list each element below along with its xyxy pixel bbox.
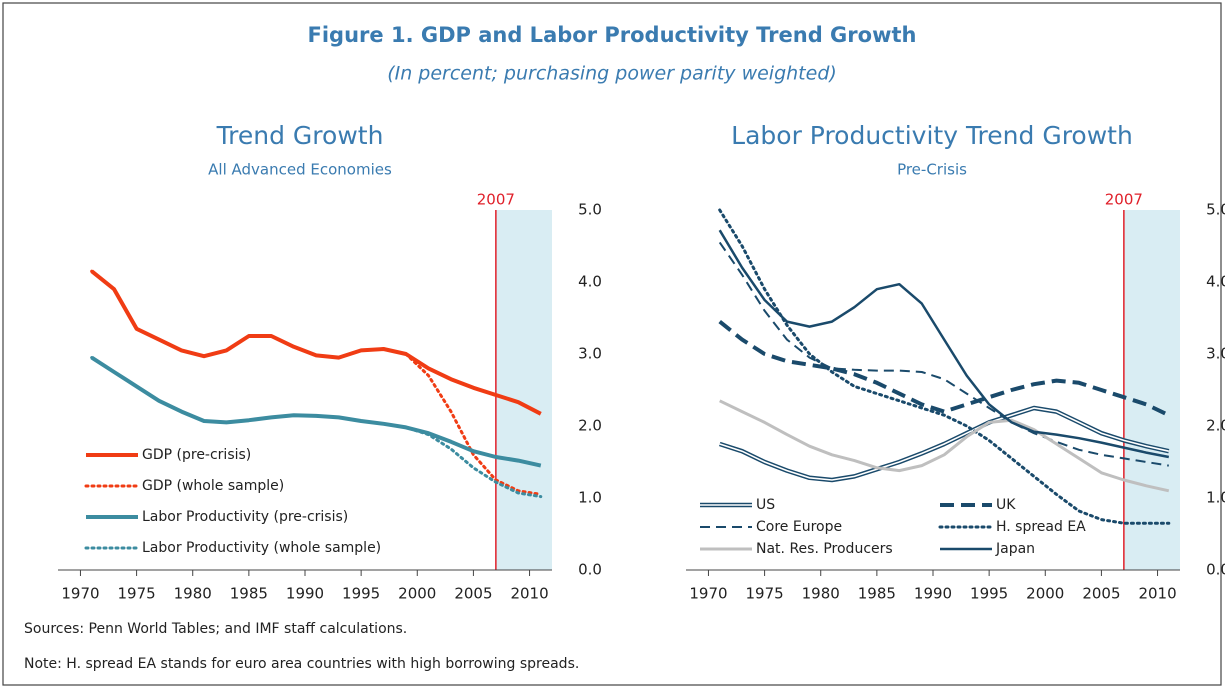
legend-label: Labor Productivity (pre-crisis) xyxy=(142,509,348,525)
legend-label: Labor Productivity (whole sample) xyxy=(142,540,381,556)
x-tick-label: 1990 xyxy=(914,585,952,603)
x-tick-label: 1975 xyxy=(745,585,783,603)
y-tick-label: 5.0 xyxy=(578,201,602,219)
legend-label: H. spread EA xyxy=(996,519,1086,535)
series-line xyxy=(719,399,1170,493)
y-tick-label: 4.0 xyxy=(578,273,602,291)
note: Note: H. spread EA stands for euro area … xyxy=(24,656,579,672)
legend-label: Core Europe xyxy=(756,519,842,535)
shaded-region xyxy=(495,210,552,570)
series-line xyxy=(90,269,543,496)
series-line xyxy=(718,208,1171,525)
x-tick-label: 1990 xyxy=(286,585,324,603)
y-tick-label: 3.0 xyxy=(1206,345,1225,363)
y-tick-label: 2.0 xyxy=(1206,417,1225,435)
y-tick-label: 5.0 xyxy=(1206,201,1225,219)
y-tick-label: 0.0 xyxy=(578,561,602,579)
chart-subtitle: Pre-Crisis xyxy=(897,161,967,179)
x-tick-label: 2010 xyxy=(510,585,548,603)
x-tick-label: 2010 xyxy=(1138,585,1176,603)
x-tick-label: 2000 xyxy=(398,585,436,603)
series-line xyxy=(90,356,543,499)
x-tick-label: 2000 xyxy=(1026,585,1064,603)
x-tick-label: 1980 xyxy=(174,585,212,603)
series-line xyxy=(90,269,542,416)
x-tick-label: 1985 xyxy=(230,585,268,603)
chart-subtitle: All Advanced Economies xyxy=(208,161,392,179)
legend-label: Nat. Res. Producers xyxy=(756,541,893,557)
x-tick-label: 1985 xyxy=(858,585,896,603)
legend-label: GDP (pre-crisis) xyxy=(142,447,251,463)
x-tick-label: 1975 xyxy=(117,585,155,603)
annotation-label: 2007 xyxy=(477,191,515,209)
legend-label: Japan xyxy=(995,541,1035,557)
figure-subtitle: (In percent; purchasing power parity wei… xyxy=(387,63,837,85)
series-line-inner xyxy=(719,407,1169,481)
legend-label: UK xyxy=(996,497,1016,513)
y-tick-label: 2.0 xyxy=(578,417,602,435)
x-tick-label: 1980 xyxy=(802,585,840,603)
sources: Sources: Penn World Tables; and IMF staf… xyxy=(24,621,407,637)
x-tick-label: 1995 xyxy=(970,585,1008,603)
shaded-region xyxy=(1123,210,1180,570)
y-tick-label: 1.0 xyxy=(578,489,602,507)
y-tick-label: 4.0 xyxy=(1206,273,1225,291)
series-line xyxy=(718,320,1170,418)
y-tick-label: 3.0 xyxy=(578,345,602,363)
series-line xyxy=(718,241,1169,467)
y-tick-label: 1.0 xyxy=(1206,489,1225,507)
series-line xyxy=(718,229,1170,459)
x-tick-label: 1970 xyxy=(689,585,727,603)
chart-title: Labor Productivity Trend Growth xyxy=(731,121,1133,150)
annotation-label: 2007 xyxy=(1105,191,1143,209)
x-tick-label: 2005 xyxy=(454,585,492,603)
chart-title: Trend Growth xyxy=(216,121,384,150)
figure-title: Figure 1. GDP and Labor Productivity Tre… xyxy=(308,23,917,47)
x-tick-label: 1970 xyxy=(61,585,99,603)
legend-label: GDP (whole sample) xyxy=(142,478,284,494)
x-tick-label: 2005 xyxy=(1082,585,1120,603)
y-tick-label: 0.0 xyxy=(1206,561,1225,579)
x-tick-label: 1995 xyxy=(342,585,380,603)
legend-label: US xyxy=(756,497,775,513)
